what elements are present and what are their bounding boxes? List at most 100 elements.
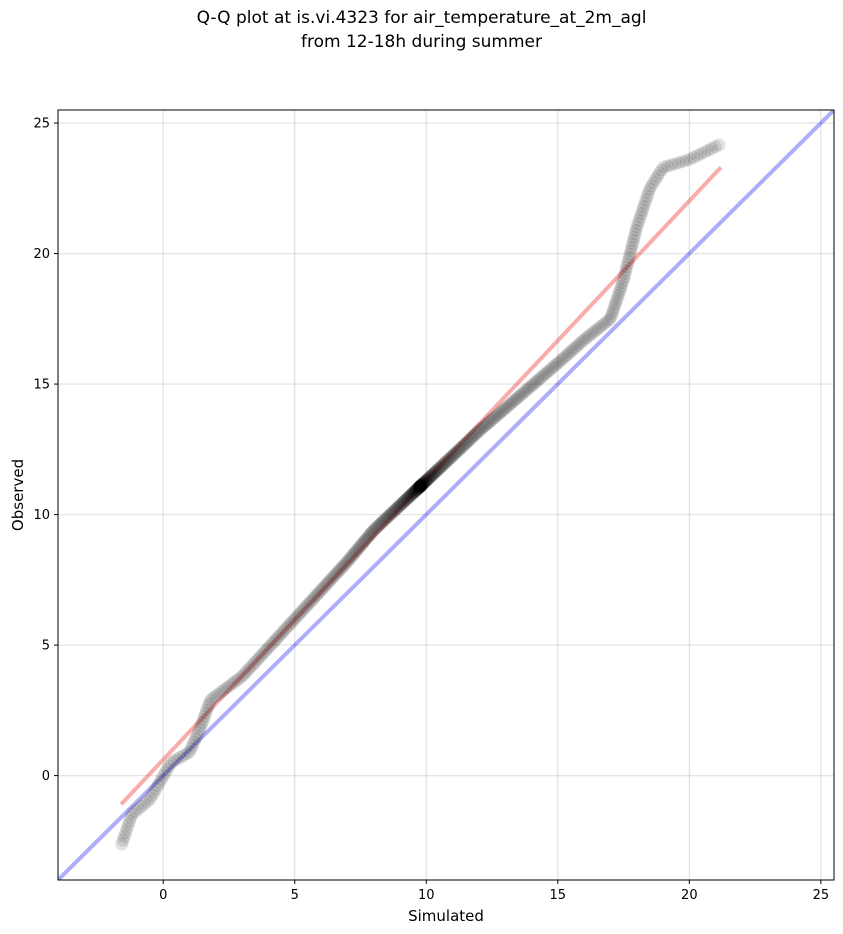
- data-point: [509, 392, 523, 406]
- data-point: [365, 525, 379, 539]
- data-point: [128, 804, 142, 818]
- data-point: [187, 735, 201, 749]
- y-tick-label: 25: [33, 117, 50, 132]
- data-point: [253, 650, 267, 664]
- data-point: [621, 257, 635, 271]
- x-tick-label: 25: [813, 888, 830, 903]
- data-point: [529, 375, 543, 389]
- data-point: [413, 479, 427, 493]
- data-point: [679, 153, 693, 167]
- data-point: [607, 301, 621, 315]
- data-point: [412, 480, 426, 494]
- data-point: [454, 441, 468, 455]
- data-point: [416, 477, 430, 491]
- data-point: [385, 506, 399, 520]
- data-point: [638, 196, 652, 210]
- data-point: [413, 479, 427, 493]
- data-point: [560, 348, 574, 362]
- data-point: [202, 697, 216, 711]
- data-point: [131, 802, 145, 816]
- data-point: [497, 403, 511, 417]
- data-point: [416, 477, 430, 491]
- data-point: [463, 432, 477, 446]
- data-point: [245, 659, 259, 673]
- data-point: [280, 620, 294, 634]
- data-point: [421, 472, 435, 486]
- data-point: [183, 745, 197, 759]
- data-point: [605, 306, 619, 320]
- data-point: [618, 267, 632, 281]
- data-point: [552, 355, 566, 369]
- y-axis-label: Observed: [9, 459, 27, 531]
- data-point: [414, 478, 428, 492]
- data-point: [404, 488, 418, 502]
- data-point: [287, 612, 301, 626]
- data-point: [625, 240, 639, 254]
- fit-line: [119, 166, 723, 806]
- data-point: [119, 826, 133, 840]
- data-point: [415, 478, 429, 492]
- data-point: [579, 331, 593, 345]
- data-point: [527, 377, 541, 391]
- data-point: [276, 624, 290, 638]
- data-point: [335, 561, 349, 575]
- data-point: [307, 592, 321, 606]
- data-point: [613, 282, 627, 296]
- data-point: [376, 514, 390, 528]
- data-point: [162, 759, 176, 773]
- data-point: [712, 138, 726, 152]
- data-point: [351, 542, 365, 556]
- data-point: [200, 703, 214, 717]
- data-point: [442, 452, 456, 466]
- data-point: [577, 333, 591, 347]
- data-point: [324, 572, 338, 586]
- data-point: [623, 247, 637, 261]
- data-point: [386, 505, 400, 519]
- data-point: [282, 618, 296, 632]
- data-point: [705, 141, 719, 155]
- data-point: [471, 425, 485, 439]
- data-point: [472, 424, 486, 438]
- data-point: [621, 254, 635, 268]
- data-point: [300, 599, 314, 613]
- data-point: [449, 445, 463, 459]
- data-point: [415, 477, 429, 491]
- data-point: [542, 364, 556, 378]
- data-point: [640, 189, 654, 203]
- data-point: [413, 479, 427, 493]
- data-point: [495, 404, 509, 418]
- data-point: [392, 499, 406, 513]
- data-point: [190, 729, 204, 743]
- data-point: [316, 581, 330, 595]
- data-point: [414, 478, 428, 492]
- data-point: [418, 475, 432, 489]
- data-point: [451, 443, 465, 457]
- data-point: [389, 502, 403, 516]
- data-point: [413, 479, 427, 493]
- x-tick-label: 15: [550, 888, 567, 903]
- data-point: [224, 678, 238, 692]
- data-point: [512, 389, 526, 403]
- data-point: [391, 500, 405, 514]
- data-point: [622, 250, 636, 264]
- data-point: [149, 782, 163, 796]
- data-point: [241, 663, 255, 677]
- data-point: [448, 446, 462, 460]
- data-point: [499, 401, 513, 415]
- data-point: [186, 738, 200, 752]
- data-point: [424, 470, 438, 484]
- data-point: [516, 386, 530, 400]
- data-point: [382, 509, 396, 523]
- data-point: [697, 145, 711, 159]
- data-point: [195, 716, 209, 730]
- data-point: [544, 362, 558, 376]
- data-point: [430, 464, 444, 478]
- data-point: [380, 511, 394, 525]
- data-point: [255, 648, 269, 662]
- data-point: [401, 491, 415, 505]
- data-point: [420, 473, 434, 487]
- data-point: [358, 533, 372, 547]
- data-point: [616, 273, 630, 287]
- data-point: [229, 674, 243, 688]
- data-point: [247, 657, 261, 671]
